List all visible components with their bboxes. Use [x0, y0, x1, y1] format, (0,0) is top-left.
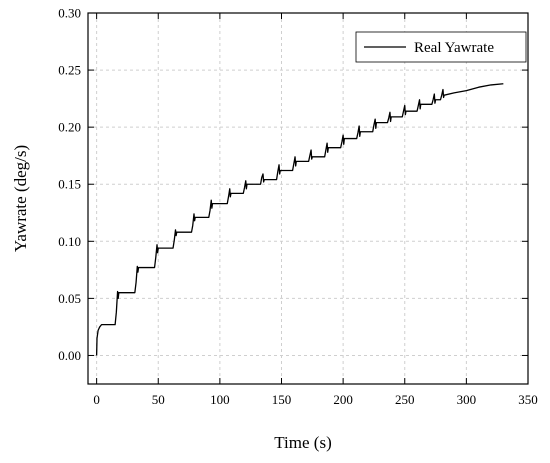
- x-axis-title: Time (s): [274, 433, 331, 452]
- legend-label: Real Yawrate: [414, 40, 494, 56]
- x-tick-label: 100: [210, 392, 230, 407]
- y-tick-label: 0.00: [58, 348, 81, 363]
- y-tick-label: 0.30: [58, 6, 81, 21]
- y-tick-label: 0.15: [58, 177, 81, 192]
- x-tick-label: 300: [457, 392, 477, 407]
- y-tick-label: 0.25: [58, 63, 81, 78]
- plot-frame: [87, 12, 529, 385]
- x-tick-label: 50: [152, 392, 165, 407]
- y-tick-label: 0.20: [58, 120, 81, 135]
- y-tick-label: 0.05: [58, 291, 81, 306]
- x-tick-label: 250: [395, 392, 415, 407]
- legend: Real Yawrate: [355, 31, 527, 63]
- y-tick-label: 0.10: [58, 234, 81, 249]
- x-tick-label: 350: [518, 392, 538, 407]
- x-tick-label: 0: [93, 392, 100, 407]
- x-tick-label: 150: [272, 392, 292, 407]
- axes-layer: 0 50 100 150 200 250 300 350 0.00 0.05 0.10 0.15 0.2…: [11, 6, 538, 453]
- y-axis-title: Yawrate (deg/s): [11, 145, 30, 252]
- plot-layer: [95, 83, 504, 356]
- series-line: [95, 83, 504, 356]
- x-tick-label: 200: [333, 392, 353, 407]
